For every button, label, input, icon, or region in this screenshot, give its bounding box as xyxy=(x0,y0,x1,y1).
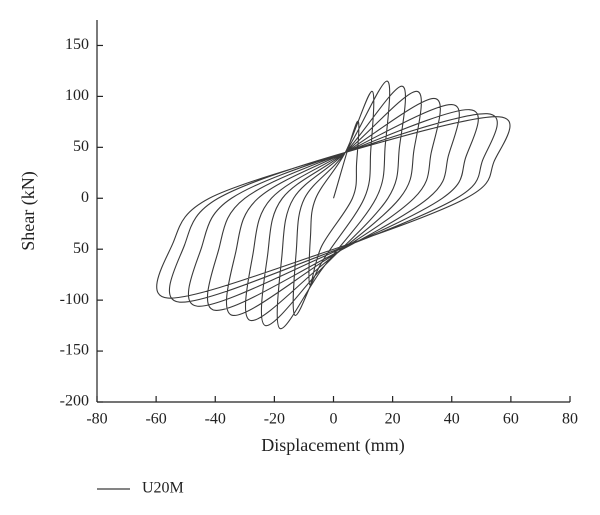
y-tick-label: -100 xyxy=(60,291,89,308)
y-tick-label: 50 xyxy=(73,138,89,155)
y-tick-label: -200 xyxy=(60,393,89,410)
x-tick-label: 0 xyxy=(330,411,338,428)
y-tick-label: 50 xyxy=(73,240,89,257)
x-tick-label: 80 xyxy=(562,411,578,428)
y-axis-label: Shear (kN) xyxy=(18,171,39,250)
x-tick-label: 60 xyxy=(503,411,519,428)
legend-label: U20M xyxy=(142,480,184,497)
x-tick-label: 40 xyxy=(444,411,460,428)
x-tick-label: 20 xyxy=(385,411,401,428)
x-tick-label: -60 xyxy=(145,411,166,428)
y-tick-label: 100 xyxy=(65,87,89,104)
y-tick-label: -150 xyxy=(60,342,89,359)
x-axis-label: Displacement (mm) xyxy=(261,435,404,456)
y-tick-label: 150 xyxy=(65,36,89,53)
hysteresis-curve xyxy=(156,80,511,330)
x-tick-label: -40 xyxy=(205,411,226,428)
y-tick-label: 0 xyxy=(81,189,89,206)
x-tick-label: -20 xyxy=(264,411,285,428)
x-tick-label: -80 xyxy=(86,411,107,428)
